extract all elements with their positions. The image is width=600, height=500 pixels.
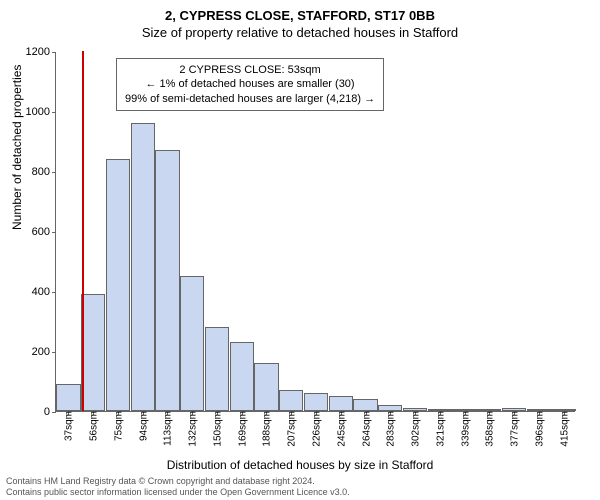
y-tick-mark bbox=[52, 52, 56, 53]
x-tick-label: 302sqm bbox=[409, 411, 422, 447]
chart-title-main: 2, CYPRESS CLOSE, STAFFORD, ST17 0BB bbox=[0, 0, 600, 23]
y-tick-label: 600 bbox=[16, 226, 56, 238]
x-tick-label: 339sqm bbox=[458, 411, 471, 447]
histogram-bar bbox=[279, 390, 303, 411]
y-tick-label: 400 bbox=[16, 286, 56, 298]
histogram-bar bbox=[230, 342, 254, 411]
x-tick-label: 150sqm bbox=[210, 411, 223, 447]
x-tick-label: 245sqm bbox=[334, 411, 347, 447]
histogram-bar bbox=[155, 150, 179, 411]
copyright-line-1: Contains HM Land Registry data © Crown c… bbox=[6, 476, 594, 487]
y-tick-label: 1200 bbox=[16, 46, 56, 58]
y-tick-mark bbox=[52, 292, 56, 293]
x-tick-label: 169sqm bbox=[235, 411, 248, 447]
x-tick-label: 37sqm bbox=[62, 411, 75, 441]
histogram-bar bbox=[329, 396, 353, 411]
copyright-text: Contains HM Land Registry data © Crown c… bbox=[6, 476, 594, 498]
y-tick-label: 200 bbox=[16, 346, 56, 358]
x-tick-label: 321sqm bbox=[433, 411, 446, 447]
x-tick-label: 377sqm bbox=[508, 411, 521, 447]
x-tick-label: 207sqm bbox=[285, 411, 298, 447]
y-tick-mark bbox=[52, 412, 56, 413]
y-tick-mark bbox=[52, 172, 56, 173]
histogram-bar bbox=[131, 123, 155, 411]
annotation-line-2: ← 1% of detached houses are smaller (30) bbox=[125, 77, 375, 91]
x-tick-label: 188sqm bbox=[260, 411, 273, 447]
y-axis-label: Number of detached properties bbox=[10, 65, 24, 230]
y-tick-label: 800 bbox=[16, 166, 56, 178]
x-axis-label: Distribution of detached houses by size … bbox=[0, 458, 600, 472]
x-tick-label: 264sqm bbox=[359, 411, 372, 447]
x-tick-label: 94sqm bbox=[136, 411, 149, 441]
x-tick-label: 283sqm bbox=[384, 411, 397, 447]
x-tick-label: 132sqm bbox=[186, 411, 199, 447]
x-tick-label: 113sqm bbox=[161, 411, 174, 446]
histogram-bar bbox=[56, 384, 80, 411]
histogram-bar bbox=[205, 327, 229, 411]
histogram-bar bbox=[180, 276, 204, 411]
x-tick-label: 75sqm bbox=[111, 411, 124, 441]
x-tick-label: 358sqm bbox=[483, 411, 496, 447]
histogram-bar bbox=[304, 393, 328, 411]
property-marker-line bbox=[82, 51, 84, 411]
y-tick-label: 1000 bbox=[16, 106, 56, 118]
chart-title-sub: Size of property relative to detached ho… bbox=[0, 23, 600, 44]
x-tick-label: 56sqm bbox=[87, 411, 100, 441]
histogram-bar bbox=[106, 159, 130, 411]
histogram-bar bbox=[254, 363, 278, 411]
histogram-bar bbox=[353, 399, 377, 411]
annotation-line-3: 99% of semi-detached houses are larger (… bbox=[125, 92, 375, 106]
histogram-bar bbox=[81, 294, 105, 411]
x-tick-label: 226sqm bbox=[310, 411, 323, 447]
y-tick-mark bbox=[52, 112, 56, 113]
y-tick-mark bbox=[52, 232, 56, 233]
chart-plot-area: 2 CYPRESS CLOSE: 53sqm ← 1% of detached … bbox=[55, 52, 575, 412]
copyright-line-2: Contains public sector information licen… bbox=[6, 487, 594, 498]
annotation-box: 2 CYPRESS CLOSE: 53sqm ← 1% of detached … bbox=[116, 58, 384, 111]
y-tick-label: 0 bbox=[16, 406, 56, 418]
y-tick-mark bbox=[52, 352, 56, 353]
x-tick-label: 396sqm bbox=[532, 411, 545, 447]
x-tick-label: 415sqm bbox=[557, 411, 570, 447]
annotation-line-1: 2 CYPRESS CLOSE: 53sqm bbox=[125, 63, 375, 77]
